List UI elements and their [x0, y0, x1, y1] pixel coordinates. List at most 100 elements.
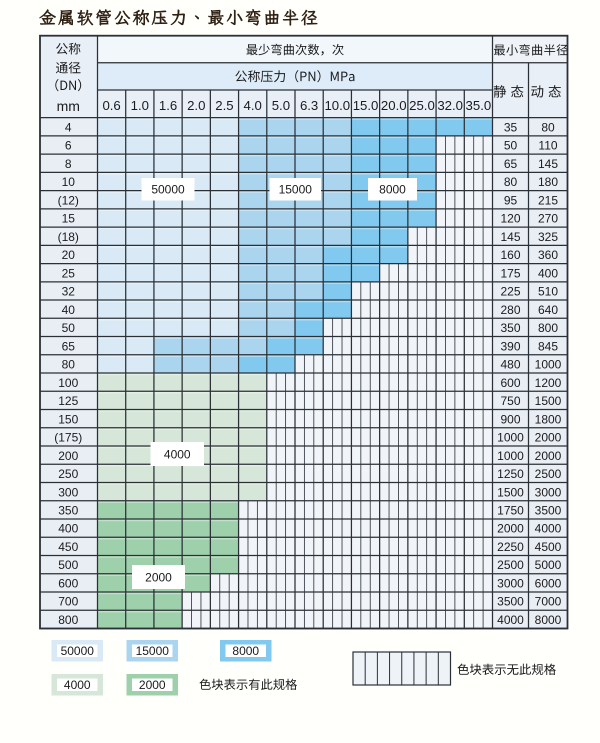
svg-text:2500: 2500 [497, 558, 524, 572]
svg-text:500: 500 [58, 558, 78, 572]
svg-text:2000: 2000 [535, 431, 562, 445]
svg-text:8: 8 [65, 157, 72, 171]
svg-text:20.0: 20.0 [381, 98, 407, 113]
svg-text:8000: 8000 [232, 644, 259, 658]
svg-text:2000: 2000 [535, 449, 562, 463]
svg-text:32: 32 [62, 285, 76, 299]
svg-text:80: 80 [541, 120, 555, 134]
svg-text:40: 40 [62, 303, 76, 317]
svg-text:2500: 2500 [535, 467, 562, 481]
svg-text:215: 215 [538, 193, 558, 207]
svg-text:80: 80 [504, 175, 518, 189]
svg-text:3500: 3500 [535, 504, 562, 518]
svg-text:100: 100 [58, 376, 78, 390]
svg-text:5000: 5000 [535, 558, 562, 572]
svg-text:50: 50 [504, 139, 518, 153]
svg-text:3000: 3000 [535, 485, 562, 499]
svg-text:1800: 1800 [535, 412, 562, 426]
svg-text:2000: 2000 [145, 570, 172, 584]
svg-text:145: 145 [500, 230, 520, 244]
svg-text:(18): (18) [58, 230, 79, 244]
svg-text:1200: 1200 [535, 376, 562, 390]
svg-text:6: 6 [65, 139, 72, 153]
svg-text:50000: 50000 [151, 183, 185, 197]
svg-text:325: 325 [538, 230, 558, 244]
svg-text:4: 4 [65, 120, 72, 134]
svg-text:450: 450 [58, 540, 78, 554]
svg-text:350: 350 [58, 504, 78, 518]
svg-text:145: 145 [538, 157, 558, 171]
svg-text:480: 480 [500, 358, 520, 372]
svg-text:65: 65 [504, 157, 518, 171]
svg-text:(12): (12) [58, 193, 79, 207]
svg-text:175: 175 [500, 266, 520, 280]
svg-text:1.0: 1.0 [131, 98, 149, 113]
svg-text:1500: 1500 [497, 485, 524, 499]
svg-text:390: 390 [500, 339, 520, 353]
svg-text:50000: 50000 [61, 644, 95, 658]
svg-text:600: 600 [58, 576, 78, 590]
svg-text:(175): (175) [54, 431, 82, 445]
svg-text:400: 400 [538, 266, 558, 280]
svg-text:10.0: 10.0 [324, 98, 350, 113]
svg-text:160: 160 [500, 248, 520, 262]
svg-text:mm: mm [57, 98, 80, 114]
svg-text:120: 120 [500, 212, 520, 226]
svg-text:1250: 1250 [497, 467, 524, 481]
svg-text:25: 25 [62, 266, 76, 280]
svg-text:125: 125 [58, 394, 78, 408]
svg-text:15000: 15000 [279, 183, 313, 197]
svg-text:6000: 6000 [535, 576, 562, 590]
svg-text:3000: 3000 [497, 576, 524, 590]
svg-text:1000: 1000 [497, 431, 524, 445]
svg-text:10: 10 [62, 175, 76, 189]
svg-text:280: 280 [500, 303, 520, 317]
svg-text:6.3: 6.3 [300, 98, 318, 113]
svg-text:4000: 4000 [164, 447, 191, 461]
svg-text:250: 250 [58, 467, 78, 481]
svg-text:80: 80 [62, 358, 76, 372]
svg-text:8000: 8000 [535, 613, 562, 627]
svg-text:5.0: 5.0 [272, 98, 290, 113]
svg-text:65: 65 [62, 339, 76, 353]
svg-text:35: 35 [504, 120, 518, 134]
svg-text:510: 510 [538, 285, 558, 299]
svg-text:8000: 8000 [379, 183, 406, 197]
svg-text:900: 900 [500, 412, 520, 426]
svg-text:4.0: 4.0 [244, 98, 262, 113]
svg-text:700: 700 [58, 595, 78, 609]
svg-text:600: 600 [500, 376, 520, 390]
svg-text:3500: 3500 [497, 595, 524, 609]
svg-text:640: 640 [538, 303, 558, 317]
svg-text:845: 845 [538, 339, 558, 353]
svg-text:25.0: 25.0 [409, 98, 435, 113]
svg-text:4000: 4000 [64, 678, 91, 692]
svg-text:0.6: 0.6 [102, 98, 120, 113]
svg-text:180: 180 [538, 175, 558, 189]
svg-text:150: 150 [58, 412, 78, 426]
svg-text:4000: 4000 [535, 522, 562, 536]
svg-text:32.0: 32.0 [437, 98, 463, 113]
svg-text:270: 270 [538, 212, 558, 226]
svg-text:50: 50 [62, 321, 76, 335]
svg-text:15.0: 15.0 [353, 98, 379, 113]
svg-text:1500: 1500 [535, 394, 562, 408]
svg-text:2000: 2000 [139, 678, 166, 692]
svg-text:225: 225 [500, 285, 520, 299]
svg-text:300: 300 [58, 485, 78, 499]
svg-text:400: 400 [58, 522, 78, 536]
svg-text:15000: 15000 [136, 644, 170, 658]
svg-text:200: 200 [58, 449, 78, 463]
svg-text:750: 750 [500, 394, 520, 408]
svg-text:800: 800 [58, 613, 78, 627]
svg-text:350: 350 [500, 321, 520, 335]
svg-text:1000: 1000 [497, 449, 524, 463]
svg-text:15: 15 [62, 212, 76, 226]
svg-text:360: 360 [538, 248, 558, 262]
svg-text:2.0: 2.0 [187, 98, 205, 113]
svg-text:4500: 4500 [535, 540, 562, 554]
svg-text:1750: 1750 [497, 504, 524, 518]
svg-text:35.0: 35.0 [466, 98, 492, 113]
svg-text:1.6: 1.6 [159, 98, 177, 113]
svg-text:20: 20 [62, 248, 76, 262]
